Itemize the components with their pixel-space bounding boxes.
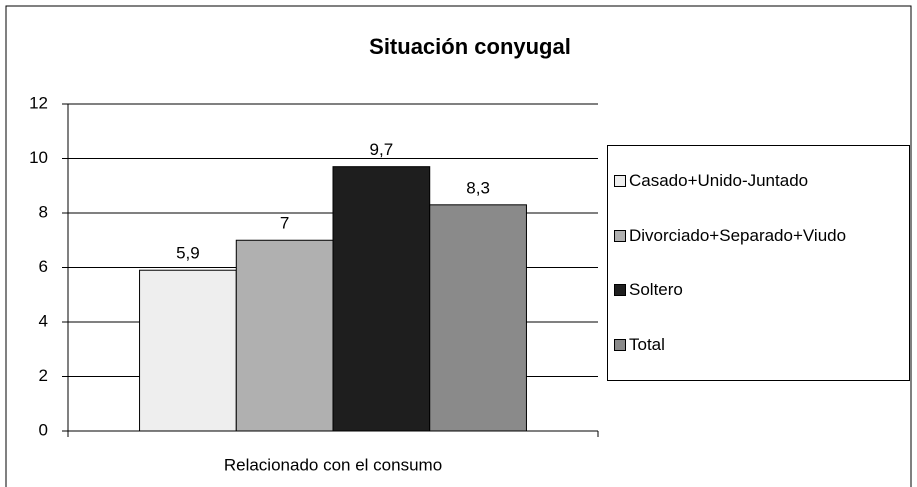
legend-label: Divorciado+Separado+Viudo bbox=[629, 225, 847, 245]
y-tick-label: 8 bbox=[39, 202, 48, 221]
bar bbox=[429, 204, 527, 432]
legend-item: Total bbox=[614, 333, 903, 357]
chart-title: Situación conyugal bbox=[369, 34, 571, 59]
legend-item: Casado+Unido-Juntado bbox=[614, 169, 903, 193]
legend-label: Total bbox=[629, 334, 665, 354]
data-label: 5,9 bbox=[176, 244, 200, 263]
legend-item: Soltero bbox=[614, 278, 903, 302]
chart-frame bbox=[5, 5, 912, 487]
y-tick-label: 0 bbox=[39, 420, 48, 439]
legend-swatch bbox=[614, 229, 626, 242]
x-axis-label: Relacionado con el consumo bbox=[224, 455, 442, 474]
y-tick-label: 12 bbox=[29, 93, 48, 112]
legend-label: Casado+Unido-Juntado bbox=[629, 171, 809, 191]
y-tick-label: 6 bbox=[39, 257, 48, 276]
y-tick-label: 4 bbox=[39, 311, 48, 330]
bar bbox=[235, 239, 334, 432]
legend-label: Soltero bbox=[629, 280, 683, 300]
bar bbox=[332, 166, 431, 432]
y-tick-label: 2 bbox=[39, 366, 48, 385]
legend-swatch bbox=[614, 338, 626, 351]
data-label: 9,7 bbox=[370, 140, 394, 159]
bar bbox=[139, 269, 237, 432]
legend-item: Divorciado+Separado+Viudo bbox=[614, 224, 903, 248]
data-label: 8,3 bbox=[466, 178, 490, 197]
data-label: 7 bbox=[280, 214, 289, 233]
legend: Casado+Unido-Juntado Divorciado+Separado+… bbox=[607, 145, 910, 381]
legend-swatch bbox=[614, 175, 626, 188]
y-tick-label: 10 bbox=[29, 148, 48, 167]
legend-swatch bbox=[614, 284, 626, 297]
